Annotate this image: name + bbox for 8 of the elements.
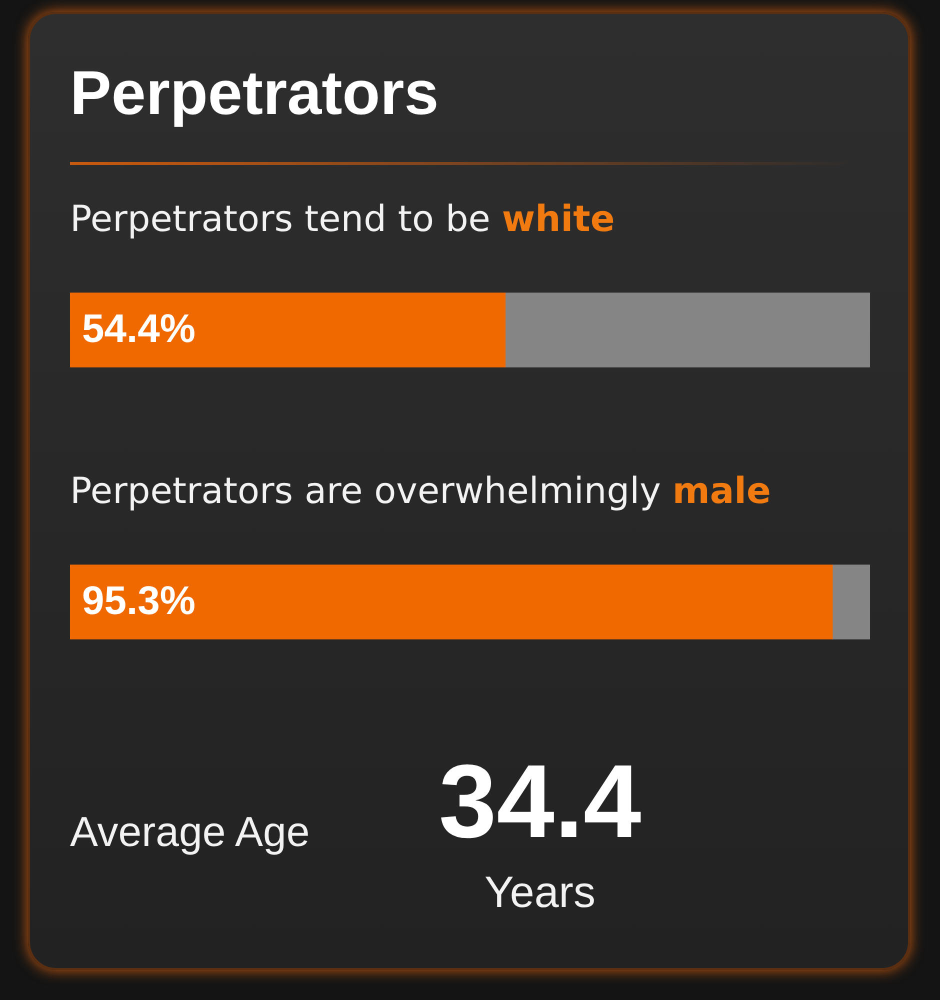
y-tick-label: Perpetrators are overwhelmingly male <box>70 471 771 512</box>
text: Average Age <box>70 808 310 856</box>
chart-title: Perpetrators <box>70 58 439 129</box>
text: 34.4 <box>438 744 642 860</box>
text: Years <box>484 868 596 918</box>
data-label: 95.3% <box>82 579 196 624</box>
y-tick-label: Perpetrators tend to be white <box>70 199 615 240</box>
data-label: 54.4% <box>82 307 196 352</box>
